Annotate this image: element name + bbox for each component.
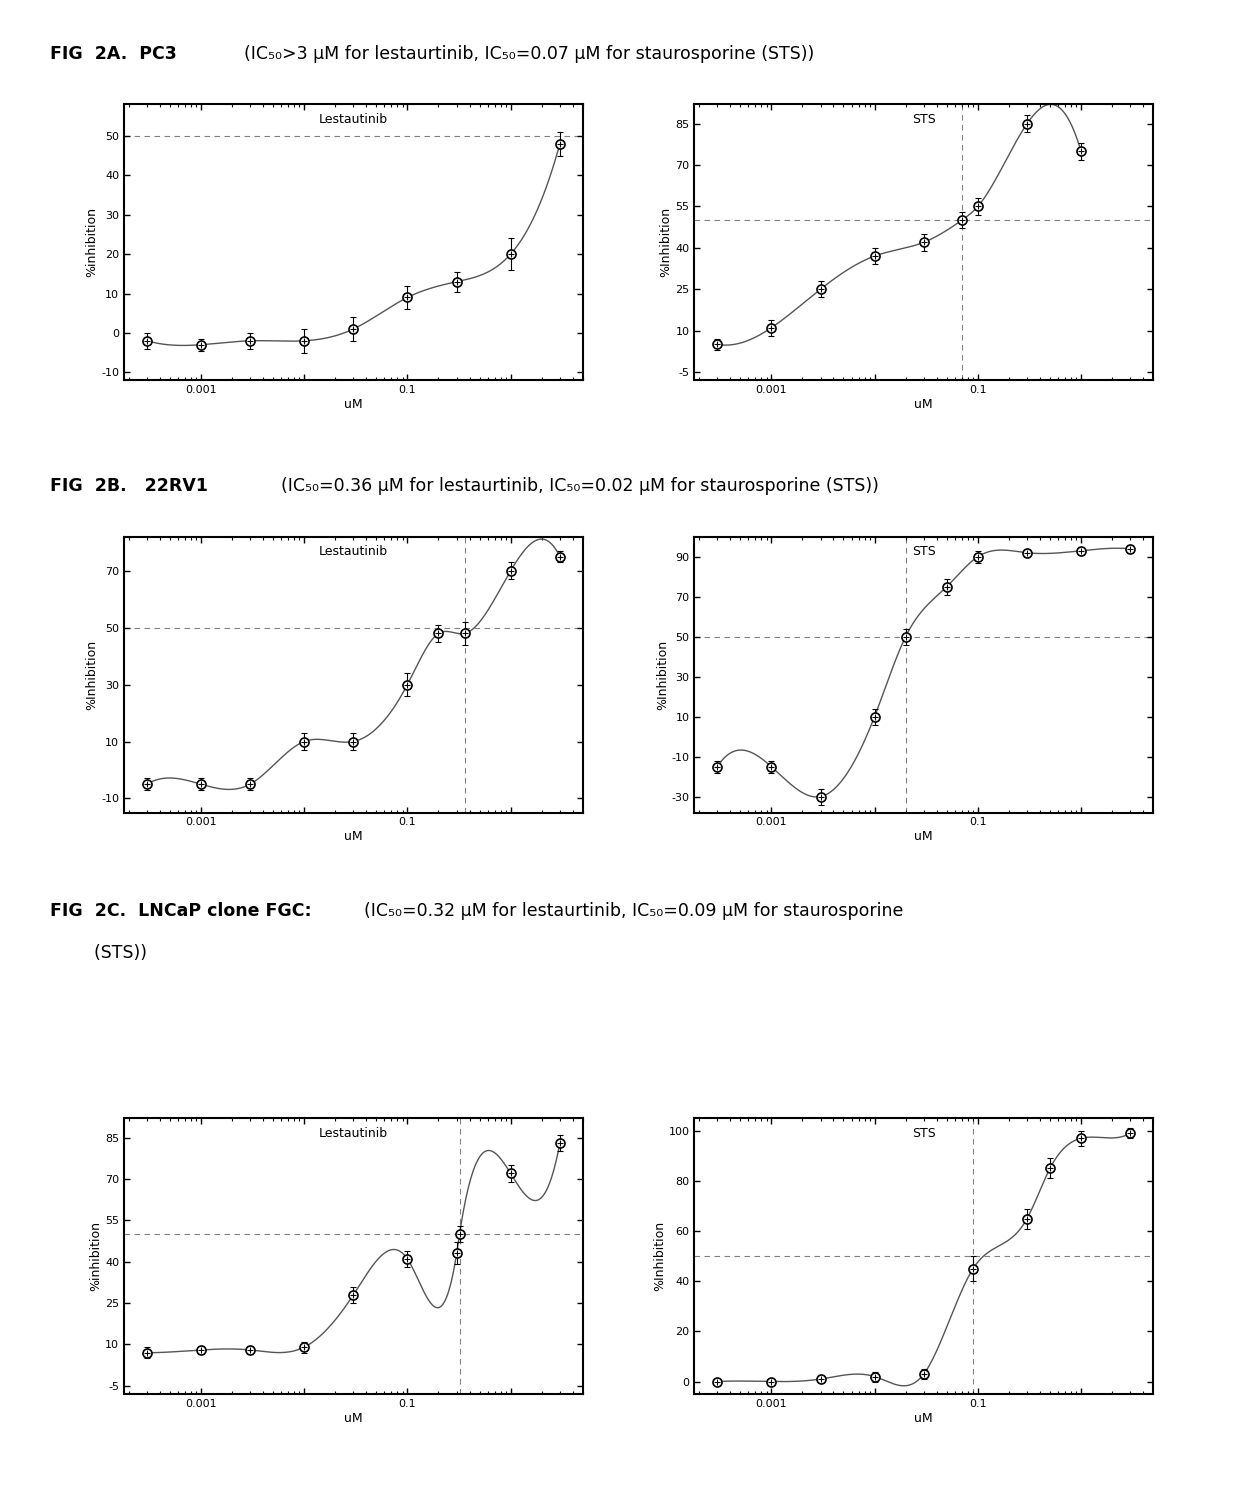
- Y-axis label: %inhibition: %inhibition: [86, 207, 98, 277]
- Text: (STS)): (STS)): [50, 944, 146, 962]
- Y-axis label: %Inhibition: %Inhibition: [652, 1221, 666, 1291]
- Text: FIG  2B.   22RV1: FIG 2B. 22RV1: [50, 477, 207, 495]
- Text: (IC₅₀=0.36 μM for lestaurtinib, IC₅₀=0.02 μM for staurosporine (STS)): (IC₅₀=0.36 μM for lestaurtinib, IC₅₀=0.0…: [270, 477, 879, 495]
- X-axis label: uM: uM: [343, 398, 363, 412]
- X-axis label: uM: uM: [914, 830, 934, 844]
- Y-axis label: %Inhibition: %Inhibition: [660, 207, 672, 277]
- X-axis label: uM: uM: [343, 830, 363, 844]
- X-axis label: uM: uM: [914, 398, 934, 412]
- Text: FIG  2C.  LNCaP clone FGC:: FIG 2C. LNCaP clone FGC:: [50, 902, 311, 920]
- Y-axis label: %inhibition: %inhibition: [89, 1221, 102, 1291]
- Text: STS: STS: [911, 113, 936, 125]
- Text: Lestautinib: Lestautinib: [319, 546, 388, 558]
- X-axis label: uM: uM: [343, 1412, 363, 1425]
- Text: (IC₅₀>3 μM for lestaurtinib, IC₅₀=0.07 μM for staurosporine (STS)): (IC₅₀>3 μM for lestaurtinib, IC₅₀=0.07 μ…: [233, 45, 815, 63]
- Text: STS: STS: [911, 1127, 936, 1139]
- Text: FIG  2A.  PC3: FIG 2A. PC3: [50, 45, 176, 63]
- Text: Lestautinib: Lestautinib: [319, 113, 388, 125]
- Text: STS: STS: [911, 546, 936, 558]
- Y-axis label: %Inhibition: %Inhibition: [86, 640, 98, 710]
- X-axis label: uM: uM: [914, 1412, 934, 1425]
- Text: (IC₅₀=0.32 μM for lestaurtinib, IC₅₀=0.09 μM for staurosporine: (IC₅₀=0.32 μM for lestaurtinib, IC₅₀=0.0…: [353, 902, 904, 920]
- Y-axis label: %Inhibition: %Inhibition: [656, 640, 668, 710]
- Text: Lestautinib: Lestautinib: [319, 1127, 388, 1139]
